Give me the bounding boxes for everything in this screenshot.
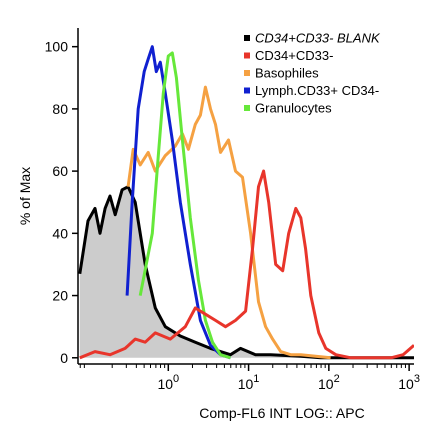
y-tick-label: 20 xyxy=(52,288,68,304)
legend-label: Granulocytes xyxy=(255,100,332,115)
line xyxy=(79,169,414,360)
plot-area xyxy=(78,45,414,360)
x-tick-base: 10 xyxy=(157,376,173,392)
x-tick-exponent: 0 xyxy=(173,373,179,385)
x-tick-exponent: 1 xyxy=(253,373,259,385)
x-tick-exponent: 2 xyxy=(334,373,340,385)
y-tick-label: 40 xyxy=(52,225,68,241)
line xyxy=(125,45,231,360)
legend-swatch xyxy=(244,35,250,41)
x-tick-base: 10 xyxy=(318,376,334,392)
y-tick-label: 60 xyxy=(52,163,68,179)
legend-swatch xyxy=(244,52,250,59)
x-tick-exponent: 3 xyxy=(414,373,420,385)
y-tick-label: 100 xyxy=(45,39,69,55)
y-axis-label: % of Max xyxy=(17,167,33,225)
x-tick-label: 102 xyxy=(318,373,340,392)
x-tick-base: 10 xyxy=(398,376,414,392)
legend-label: CD34+CD33- BLANK xyxy=(255,30,381,45)
line xyxy=(138,51,231,360)
x-tick-label: 103 xyxy=(398,373,420,392)
x-tick-base: 10 xyxy=(238,376,254,392)
y-tick-label: 0 xyxy=(60,350,68,366)
line xyxy=(78,185,414,360)
x-tick-label: 100 xyxy=(157,373,179,392)
x-tick-label: 101 xyxy=(238,373,260,392)
y-tick-label: 80 xyxy=(52,101,68,117)
legend-swatch xyxy=(244,87,250,94)
legend-swatch xyxy=(244,70,250,76)
x-axis-label: Comp-FL6 INT LOG:: APC xyxy=(199,405,364,421)
legend-label: Lymph.CD33+ CD34- xyxy=(255,83,379,98)
legend-swatch xyxy=(244,105,250,111)
legend-label: Basophiles xyxy=(255,65,319,80)
legend-label: CD34+CD33- xyxy=(255,48,333,63)
